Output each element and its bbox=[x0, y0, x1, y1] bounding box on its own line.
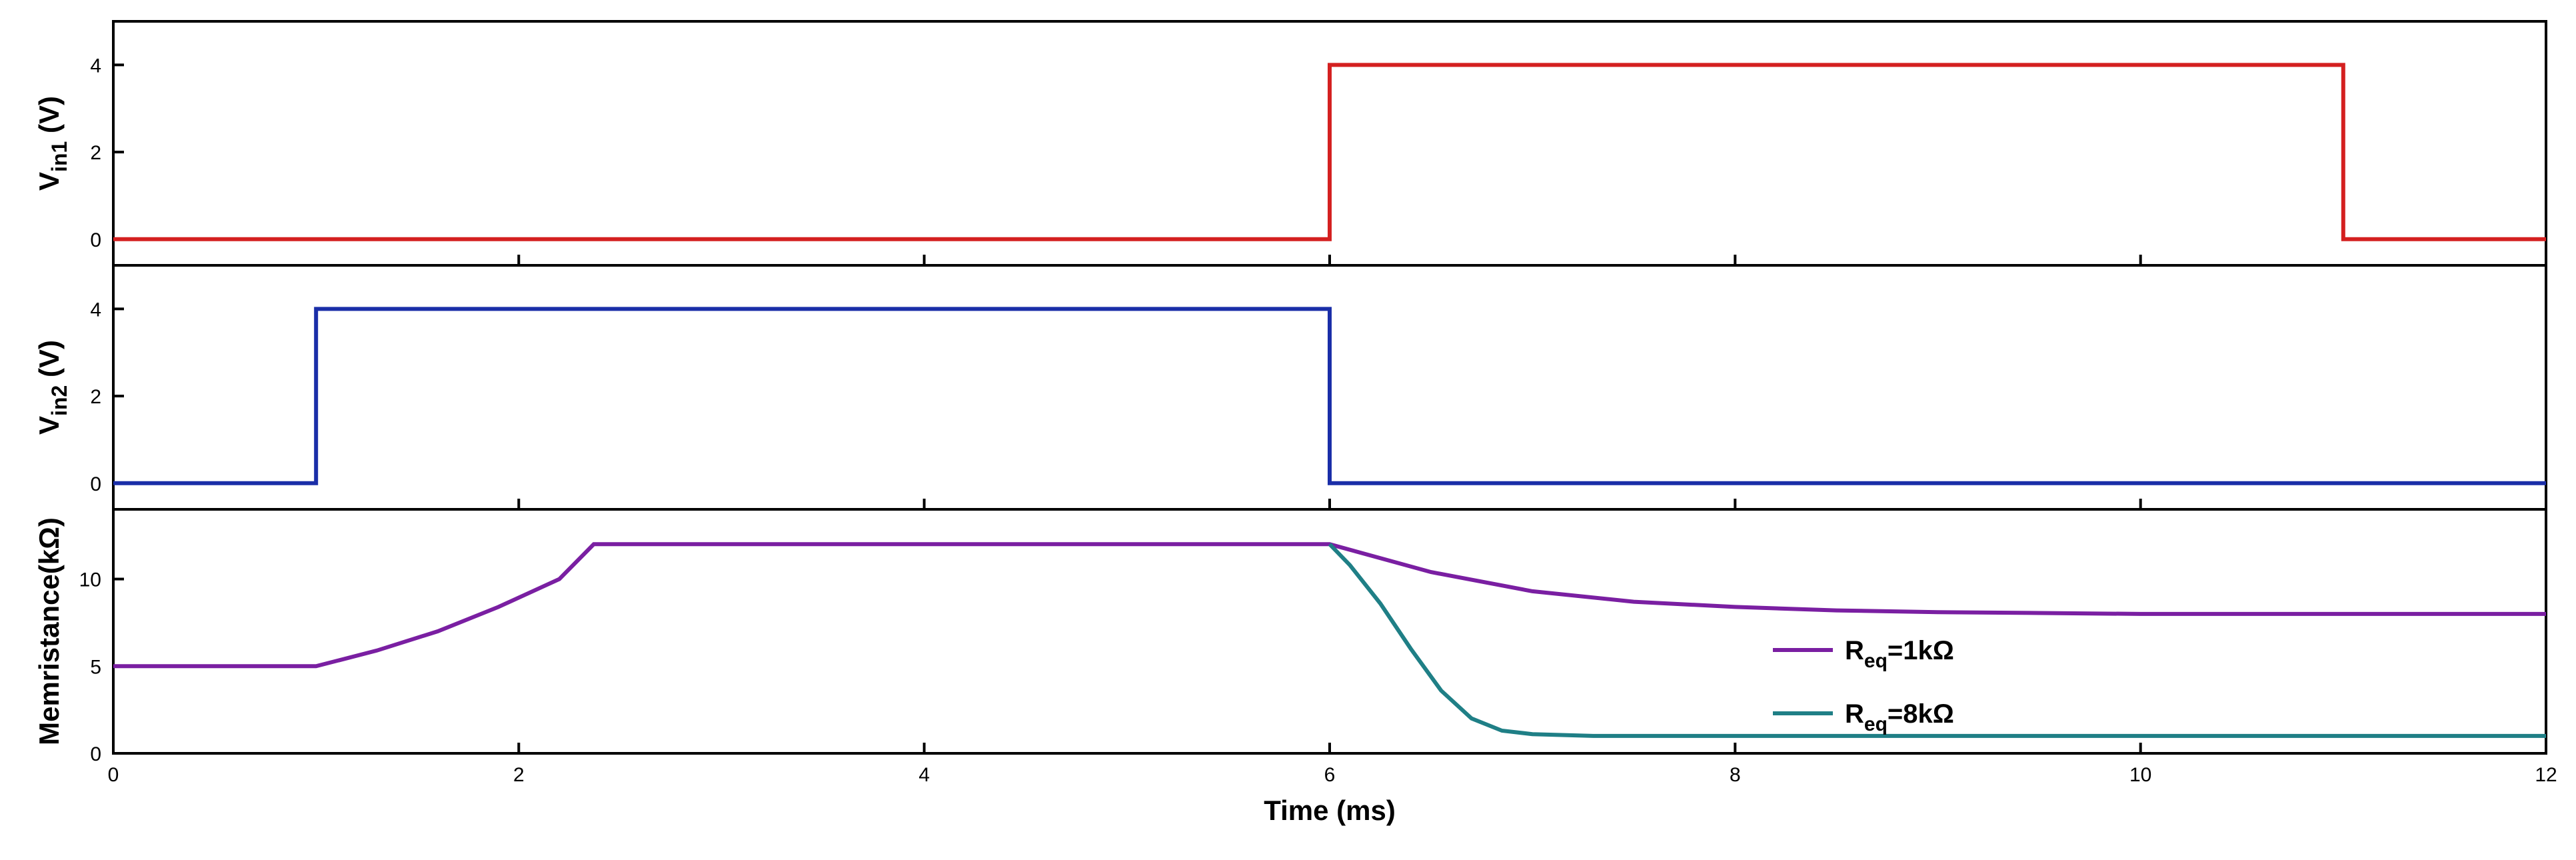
series-line-middle-0 bbox=[113, 307, 2546, 485]
panel-middle: 0 2 4 Vin2 (V) bbox=[33, 264, 2547, 511]
x-tick-label: 2 bbox=[513, 764, 525, 786]
y-axis-title-main: Memristance(kΩ) bbox=[33, 517, 65, 745]
y-axis-title-sub: in2 bbox=[47, 385, 71, 416]
y-tick-label: 2 bbox=[90, 386, 101, 408]
y-tick-label: 0 bbox=[90, 743, 101, 765]
legend-entry-prefix: R bbox=[1845, 636, 1864, 665]
legend-entry: Req=8kΩ bbox=[1845, 699, 1954, 735]
y-axis-title-unit: (V) bbox=[33, 340, 65, 385]
x-tick-label: 0 bbox=[108, 764, 119, 786]
legend-entry-sub: eq bbox=[1864, 650, 1888, 672]
x-tick-label: 4 bbox=[918, 764, 930, 786]
x-axis-title: Time (ms) bbox=[1264, 795, 1396, 826]
x-tick-label: 6 bbox=[1324, 764, 1336, 786]
series-line-bottom-0 bbox=[113, 542, 2546, 669]
panel-top: 0 2 4 Vin1 (V) bbox=[33, 20, 2547, 267]
legend-entry: Req=1kΩ bbox=[1845, 636, 1954, 672]
x-tick-label: 10 bbox=[2129, 764, 2151, 786]
legend-entry-prefix: R bbox=[1845, 699, 1864, 729]
x-tick-label: 8 bbox=[1730, 764, 1741, 786]
legend-entry-suffix: =8kΩ bbox=[1888, 699, 1954, 729]
series-line-bottom-1 bbox=[1328, 543, 2546, 738]
panel-bottom: 0 5 10 0 2 4 6 8 10 12 Memristance(kΩ) Time (ms) Req… bbox=[33, 508, 2557, 826]
y-axis-title: Vin2 (V) bbox=[33, 340, 71, 435]
y-tick-label: 5 bbox=[90, 656, 101, 678]
legend-entry-suffix: =1kΩ bbox=[1888, 636, 1954, 665]
y-tick-label: 10 bbox=[79, 569, 101, 591]
chart-panels: 0 2 4 Vin1 (V) 0 2 4 Vin2 (V) 0 5 10 0 2 4 6 8 10 12 Memri… bbox=[33, 20, 2557, 826]
y-axis-title-main: V bbox=[33, 416, 65, 435]
y-tick-label: 4 bbox=[90, 299, 101, 321]
x-tick-label: 12 bbox=[2535, 764, 2557, 786]
y-tick-label: 0 bbox=[90, 229, 101, 251]
legend-entry-sub: eq bbox=[1864, 713, 1888, 735]
y-tick-label: 2 bbox=[90, 142, 101, 164]
y-axis-title: Memristance(kΩ) bbox=[33, 517, 65, 745]
y-axis-title-unit: (V) bbox=[33, 96, 65, 141]
y-axis-title-sub: in1 bbox=[47, 141, 71, 172]
y-axis-title: Vin1 (V) bbox=[33, 96, 71, 191]
y-axis-title-main: V bbox=[33, 172, 65, 191]
y-tick-label: 0 bbox=[90, 473, 101, 495]
series-line-top-0 bbox=[113, 63, 2546, 241]
y-tick-label: 4 bbox=[90, 55, 101, 77]
